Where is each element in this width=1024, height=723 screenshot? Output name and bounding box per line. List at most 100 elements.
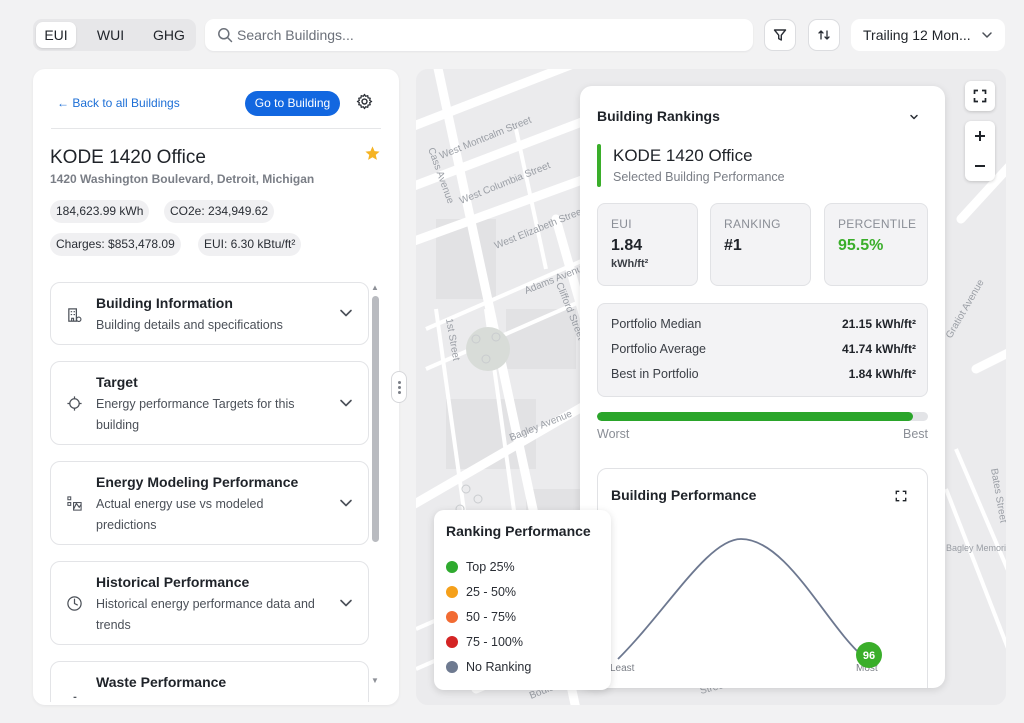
back-to-buildings-link[interactable]: ← Back to all Buildings (57, 96, 180, 110)
legend-dot (446, 561, 458, 573)
legend-item: No Ranking (446, 660, 531, 674)
selected-indicator (597, 144, 601, 187)
section-target[interactable]: Target Energy performance Targets for th… (50, 361, 369, 445)
map-label-fountain: Bagley Memorial Fountain (946, 543, 1006, 553)
section-energy-modeling[interactable]: Energy Modeling Performance Actual energ… (50, 461, 369, 545)
building-rankings-panel: Building Rankings KODE 1420 Office Selec… (580, 86, 945, 688)
map-fullscreen-button[interactable] (965, 81, 995, 111)
portfolio-label: Portfolio Median (611, 317, 702, 331)
building-detail-panel: ← Back to all Buildings Go to Building K… (33, 69, 399, 705)
portfolio-stats: Portfolio Median 21.15 kWh/ft² Portfolio… (597, 303, 928, 397)
legend-dot (446, 586, 458, 598)
stat-ranking: RANKING #1 (710, 203, 811, 286)
section-historical-performance[interactable]: Historical Performance Historical energy… (50, 561, 369, 645)
zoom-in-button[interactable] (974, 121, 986, 151)
filter-button[interactable] (764, 19, 796, 51)
map-zoom-controls (965, 121, 995, 181)
metric-toggle: EUI WUI GHG (33, 19, 196, 51)
period-select[interactable]: Trailing 12 Mon... (851, 19, 1005, 51)
stat-eui: EUI 1.84 kWh/ft² (597, 203, 698, 286)
stat-label: RANKING (724, 217, 781, 231)
percentile-progress-fill (597, 412, 914, 421)
tab-eui[interactable]: EUI (36, 22, 76, 48)
gear-icon[interactable] (356, 93, 373, 110)
tab-ghg[interactable]: GHG (153, 27, 185, 43)
section-title: Historical Performance (96, 574, 250, 590)
tab-wui[interactable]: WUI (96, 27, 125, 43)
chevron-down-icon[interactable] (908, 112, 920, 122)
clock-icon (67, 596, 82, 611)
plus-icon (975, 131, 985, 141)
favorite-star-icon[interactable] (364, 145, 381, 162)
chevron-down-icon (982, 32, 992, 38)
eui-chip: EUI: 6.30 kBtu/ft² (198, 233, 302, 256)
section-subtitle: Building details and specifications (96, 318, 283, 332)
sort-button[interactable] (808, 19, 840, 51)
zoom-out-button[interactable] (974, 151, 986, 181)
search-icon (218, 28, 233, 43)
chevron-down-icon (340, 309, 352, 317)
scroll-down-arrow[interactable]: ▼ (371, 676, 379, 685)
selected-building-name: KODE 1420 Office (613, 146, 753, 165)
portfolio-value: 1.84 kWh/ft² (848, 367, 916, 381)
legend-title: Ranking Performance (446, 523, 591, 539)
go-to-building-button[interactable]: Go to Building (245, 91, 340, 116)
search-input[interactable] (237, 19, 737, 51)
section-title: Building Information (96, 295, 233, 311)
legend-dot (446, 636, 458, 648)
expand-icon[interactable] (895, 490, 907, 502)
minus-icon (975, 165, 985, 167)
search-box (205, 19, 753, 51)
divider (51, 128, 381, 129)
legend-item: 50 - 75% (446, 610, 516, 624)
building-icon (68, 308, 82, 323)
building-address: 1420 Washington Boulevard, Detroit, Mich… (50, 172, 315, 186)
sort-icon (818, 30, 830, 40)
legend-dot (446, 661, 458, 673)
energy-chip: 184,623.99 kWh (50, 200, 150, 223)
building-name: KODE 1420 Office (50, 147, 206, 168)
panel-resize-handle[interactable] (391, 371, 407, 403)
section-list: Building Information Building details an… (50, 282, 370, 702)
legend-label: No Ranking (466, 660, 532, 674)
co2e-chip: CO2e: 234,949.62 (164, 200, 275, 223)
waste-icon (73, 696, 77, 698)
scroll-up-arrow[interactable]: ▲ (371, 283, 379, 292)
legend-item: Top 25% (446, 560, 515, 574)
best-label: Best (902, 427, 928, 441)
worst-label: Worst (597, 427, 630, 441)
target-icon (67, 396, 82, 411)
legend-item: 75 - 100% (446, 635, 523, 649)
legend-dot (446, 611, 458, 623)
building-marker[interactable] (856, 642, 882, 668)
ranking-legend: Ranking Performance Top 25% 25 - 50% 50 … (434, 510, 611, 690)
section-subtitle: Historical energy performance data and t… (96, 597, 315, 632)
portfolio-label: Best in Portfolio (611, 367, 699, 381)
stat-unit: kWh/ft² (611, 258, 649, 270)
chevron-down-icon (340, 399, 352, 407)
top-bar: EUI WUI GHG Trailing 12 Mon... (0, 0, 1024, 70)
modeling-icon (67, 496, 82, 511)
section-title: Target (96, 374, 138, 390)
scrollbar-thumb[interactable] (372, 296, 379, 542)
stat-value: 95.5% (838, 237, 884, 254)
selected-building-subtitle: Selected Building Performance (613, 170, 785, 184)
legend-label: 75 - 100% (466, 635, 523, 649)
stat-percentile: PERCENTILE 95.5% (824, 203, 928, 286)
stat-value: 1.84 (611, 237, 643, 254)
portfolio-row: Best in Portfolio 1.84 kWh/ft² (611, 367, 916, 381)
section-subtitle: Actual energy use vs modeled predictions (96, 497, 264, 532)
performance-curve-chart: Least Most 96 (610, 538, 882, 674)
stat-value: #1 (724, 237, 742, 254)
charges-chip: Charges: $853,478.09 (50, 233, 181, 256)
stat-label: EUI (611, 217, 632, 231)
portfolio-value: 41.74 kWh/ft² (841, 342, 916, 356)
section-building-information[interactable]: Building Information Building details an… (50, 282, 369, 345)
section-waste-performance[interactable]: Waste Performance (50, 661, 369, 702)
percentile-progress-bar (597, 412, 928, 421)
legend-item: 25 - 50% (446, 585, 516, 599)
stat-label: PERCENTILE (838, 217, 917, 231)
building-marker-label: 96 (863, 650, 875, 662)
legend-label: 50 - 75% (466, 610, 517, 624)
chevron-down-icon (340, 599, 352, 607)
